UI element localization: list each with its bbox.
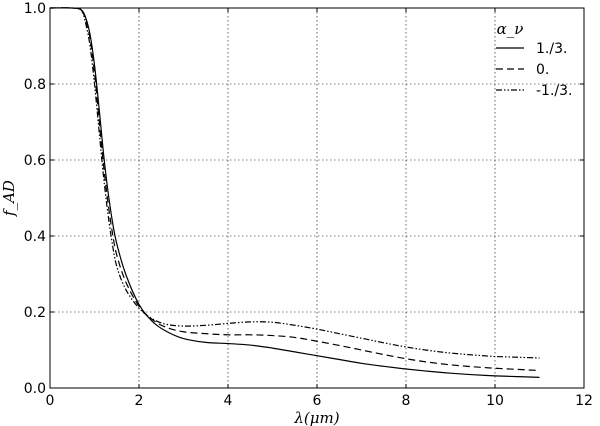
series-line-2	[49, 7, 540, 359]
y-tick-label: 0.8	[24, 77, 46, 93]
legend-label-1: 0.	[536, 62, 549, 78]
x-tick-label: 8	[402, 393, 411, 409]
x-tick-label: 4	[224, 393, 233, 409]
y-tick-label: 1.0	[24, 1, 46, 17]
y-tick-label: 0.0	[24, 381, 46, 397]
x-tick-label: 12	[575, 393, 593, 409]
x-tick-label: 0	[46, 393, 55, 409]
axis-ticks	[49, 7, 585, 389]
x-tick-label: 10	[486, 393, 504, 409]
legend-label-0: 1./3.	[536, 41, 567, 57]
axis-tick-labels: 0 2 4 6 8 10 12 0.0 0.2 0.4 0.6 0.8 1.0	[24, 1, 593, 409]
y-tick-label: 0.2	[24, 305, 46, 321]
series-line-0	[49, 7, 540, 378]
series-lines	[49, 7, 540, 378]
y-tick-label: 0.4	[24, 229, 46, 245]
legend-label-2: -1./3.	[536, 83, 572, 99]
grid-lines	[50, 8, 584, 388]
y-tick-label: 0.6	[24, 153, 46, 169]
legend: α_ν 1./3. 0. -1./3.	[496, 20, 572, 99]
x-tick-label: 6	[313, 393, 322, 409]
legend-title: α_ν	[497, 20, 524, 38]
y-axis-label: f_AD	[0, 180, 18, 217]
x-axis-label: λ(μm)	[293, 409, 339, 426]
series-line-1	[49, 7, 540, 372]
x-tick-label: 2	[135, 393, 144, 409]
